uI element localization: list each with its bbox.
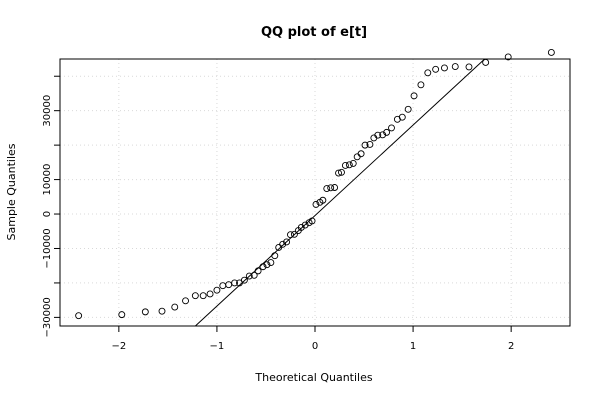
y-tick-label: −30000 <box>42 297 53 337</box>
data-point <box>338 168 345 176</box>
y-axis-label: Sample Quantiles <box>5 143 18 240</box>
data-point <box>240 276 248 284</box>
data-point <box>171 303 179 311</box>
data-point <box>182 297 189 305</box>
data-point <box>504 53 512 61</box>
y-tick-label: 30000 <box>42 95 53 127</box>
data-point <box>267 259 275 267</box>
data-point <box>383 128 391 136</box>
data-point <box>312 200 320 208</box>
data-point <box>482 58 490 66</box>
data-point <box>287 231 294 239</box>
data-point <box>349 159 357 167</box>
data-point <box>410 92 418 100</box>
data-point <box>245 272 253 280</box>
data-point <box>206 290 214 298</box>
data-point <box>141 308 149 316</box>
y-tick-label: −10000 <box>42 228 53 268</box>
grid-lines <box>60 59 570 326</box>
data-point <box>271 252 279 260</box>
data-point <box>451 63 459 71</box>
x-tick-label: −2 <box>111 341 126 352</box>
data-point <box>263 261 271 269</box>
data-point <box>441 64 448 72</box>
data-point <box>118 311 126 319</box>
data-point <box>259 263 267 271</box>
data-point <box>404 105 412 113</box>
data-point <box>250 271 258 279</box>
data-point <box>361 141 369 149</box>
data-point <box>341 162 349 169</box>
x-tick-label: 0 <box>312 341 318 352</box>
x-tick-label: 2 <box>508 341 514 352</box>
data-point <box>297 224 305 231</box>
data-point <box>308 217 316 225</box>
x-axis: −2 −1 0 1 2 <box>111 326 514 352</box>
qq-reference-line <box>195 59 486 326</box>
data-point <box>279 240 287 248</box>
data-point <box>424 69 432 77</box>
data-point <box>366 140 374 148</box>
data-point <box>219 282 227 290</box>
data-point <box>331 184 339 191</box>
data-point <box>213 286 221 294</box>
y-tick-label: 10000 <box>42 164 53 196</box>
reference-line-group <box>195 59 486 326</box>
y-axis: −30000 −10000 0 10000 30000 <box>42 75 60 337</box>
data-point <box>327 184 335 192</box>
x-tick-label: 1 <box>410 341 416 352</box>
data-point <box>345 161 353 169</box>
data-points <box>75 49 555 320</box>
data-point <box>374 131 382 139</box>
data-point <box>417 81 425 89</box>
data-point <box>290 230 298 238</box>
x-axis-label: Theoretical Quantiles <box>254 371 372 384</box>
data-point <box>335 169 342 177</box>
data-point <box>301 221 309 229</box>
data-point <box>465 63 473 71</box>
data-point <box>191 292 199 300</box>
data-point <box>323 185 331 192</box>
data-point <box>379 131 387 139</box>
plot-title: QQ plot of e[t] <box>261 25 367 40</box>
y-tick-label: 0 <box>42 211 53 217</box>
data-point <box>432 65 440 73</box>
data-point <box>353 153 361 161</box>
data-point <box>357 150 365 158</box>
data-point <box>398 113 406 121</box>
data-point <box>319 196 327 204</box>
data-point <box>388 124 395 132</box>
data-point <box>231 279 239 287</box>
data-point <box>75 312 83 320</box>
x-tick-label: −1 <box>210 341 225 352</box>
data-point <box>254 267 262 275</box>
data-point <box>158 307 166 315</box>
data-point <box>199 292 207 300</box>
data-point <box>283 238 291 246</box>
data-point <box>547 49 555 56</box>
